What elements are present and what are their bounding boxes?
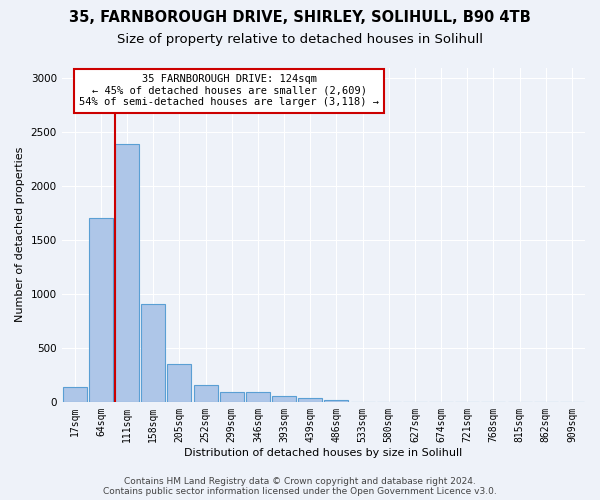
Bar xyxy=(194,384,218,402)
Y-axis label: Number of detached properties: Number of detached properties xyxy=(15,147,25,322)
Bar xyxy=(298,398,322,402)
Bar xyxy=(325,400,349,402)
Text: Contains HM Land Registry data © Crown copyright and database right 2024.: Contains HM Land Registry data © Crown c… xyxy=(124,477,476,486)
Text: 35 FARNBOROUGH DRIVE: 124sqm
← 45% of detached houses are smaller (2,609)
54% of: 35 FARNBOROUGH DRIVE: 124sqm ← 45% of de… xyxy=(79,74,379,108)
Text: Size of property relative to detached houses in Solihull: Size of property relative to detached ho… xyxy=(117,32,483,46)
X-axis label: Distribution of detached houses by size in Solihull: Distribution of detached houses by size … xyxy=(184,448,463,458)
Bar xyxy=(220,392,244,402)
Text: 35, FARNBOROUGH DRIVE, SHIRLEY, SOLIHULL, B90 4TB: 35, FARNBOROUGH DRIVE, SHIRLEY, SOLIHULL… xyxy=(69,10,531,25)
Bar xyxy=(272,396,296,402)
Bar xyxy=(167,364,191,402)
Bar xyxy=(115,144,139,402)
Text: Contains public sector information licensed under the Open Government Licence v3: Contains public sector information licen… xyxy=(103,487,497,496)
Bar xyxy=(246,392,270,402)
Bar xyxy=(89,218,113,402)
Bar xyxy=(63,386,87,402)
Bar xyxy=(141,304,165,402)
